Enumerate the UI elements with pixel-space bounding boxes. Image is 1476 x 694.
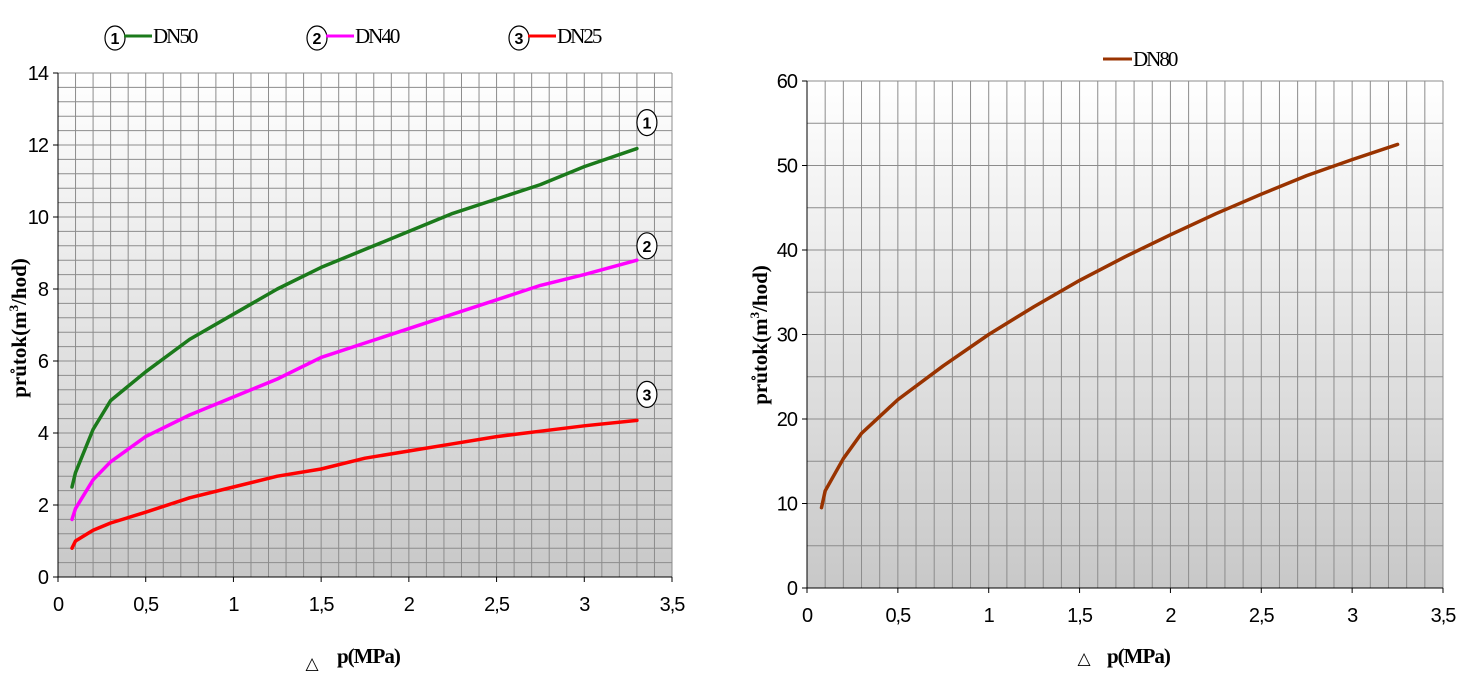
y-tick-label: 6 [38, 351, 49, 373]
x-axis-label: p(MPa) [1107, 644, 1171, 668]
y-tick-labels: 0 10 20 30 40 50 60 [777, 71, 807, 600]
x-tick-label: 2 [1165, 605, 1176, 627]
y-tick-label: 14 [28, 63, 49, 85]
y-tick-label: 0 [38, 567, 49, 589]
series-marker-circle [636, 380, 658, 408]
series-lines [819, 142, 1400, 510]
y-tick-labels: 0 2 4 6 8 10 12 14 [28, 63, 58, 589]
series-marker-circle [636, 108, 658, 137]
x-tick-label: 3,5 [660, 594, 686, 616]
series-line-dn50 [70, 146, 639, 489]
y-tick-label: 2 [38, 495, 49, 517]
x-tick-labels: 0 0,5 1 1,5 2 2,5 3 3,5 [53, 577, 686, 616]
series-marker-number: 3 [642, 387, 651, 404]
legend: DN80 [1103, 47, 1180, 71]
series-line-dn40 [70, 258, 639, 522]
legend-label: DN25 [557, 24, 602, 48]
x-tick-label: 1 [984, 605, 995, 627]
legend-marker-circle [306, 25, 328, 51]
x-tick-label: 0,5 [885, 605, 911, 627]
y-tick-label: 12 [28, 135, 49, 157]
x-tick-label: 3,5 [1431, 605, 1457, 627]
x-tick-label: 2 [404, 594, 415, 616]
y-tick-label: 40 [777, 240, 798, 262]
y-tick-label: 30 [777, 325, 798, 347]
x-axis-symbol: △ [305, 654, 319, 674]
legend-label: DN40 [355, 24, 400, 48]
legend-item-1: DN80 [1103, 47, 1180, 71]
legend-marker-circle [104, 25, 126, 51]
legend-label: DN80 [1133, 47, 1178, 71]
x-axis-label: p(MPa) [337, 644, 401, 668]
y-tick-label: 60 [777, 71, 798, 93]
legend-marker-circle [508, 25, 530, 51]
x-tick-label: 0,5 [133, 594, 159, 616]
y-tick-label: 10 [777, 494, 798, 516]
series-marker-number: 1 [642, 116, 651, 133]
x-tick-label: 1,5 [309, 594, 335, 616]
x-tick-labels: 0 0,5 1 1,5 2 2,5 3 3,5 [802, 588, 1457, 627]
x-tick-label: 1 [228, 594, 239, 616]
y-tick-label: 8 [38, 279, 49, 301]
series-marker-number: 2 [642, 239, 651, 256]
plot-area [58, 73, 672, 577]
y-tick-label: 10 [28, 207, 49, 229]
grid-lines [807, 80, 1444, 588]
series-end-markers: 1 2 3 [636, 108, 658, 408]
legend-label: DN50 [153, 24, 198, 48]
y-tick-label: 0 [787, 578, 798, 600]
legend-item-1: 1 DN50 [104, 24, 200, 51]
legend-marker-number: 2 [313, 31, 322, 48]
y-tick-label: 20 [777, 409, 798, 431]
legend-marker-number: 1 [111, 31, 120, 48]
series-lines [70, 146, 639, 550]
y-axis-label: průtok(m3/hod) [747, 265, 772, 405]
legend-item-2: 2 DN40 [306, 24, 402, 51]
x-tick-label: 2,5 [1249, 605, 1275, 627]
legend-marker-number: 3 [515, 31, 524, 48]
x-tick-label: 0 [53, 594, 64, 616]
x-tick-label: 0 [802, 605, 813, 627]
series-line-dn25 [70, 418, 639, 550]
x-axis-symbol: △ [1077, 649, 1091, 669]
x-tick-label: 1,5 [1067, 605, 1093, 627]
legend: 1 DN50 2 DN40 3 DN25 [104, 24, 604, 51]
x-tick-label: 3 [1347, 605, 1358, 627]
series-line-dn80 [819, 142, 1400, 510]
x-tick-label: 3 [579, 594, 590, 616]
y-tick-label: 4 [38, 423, 49, 445]
grid-lines [58, 72, 673, 577]
chart-right: 0 10 20 30 40 50 60 0 0,5 1 1,5 2 2,5 3 3,5 průtok(m3… [747, 47, 1457, 669]
legend-item-3: 3 DN25 [508, 24, 604, 51]
y-axis-label: průtok(m3/hod) [6, 258, 31, 398]
y-tick-label: 50 [777, 156, 798, 178]
series-marker-circle [636, 232, 658, 260]
x-tick-label: 2,5 [484, 594, 510, 616]
